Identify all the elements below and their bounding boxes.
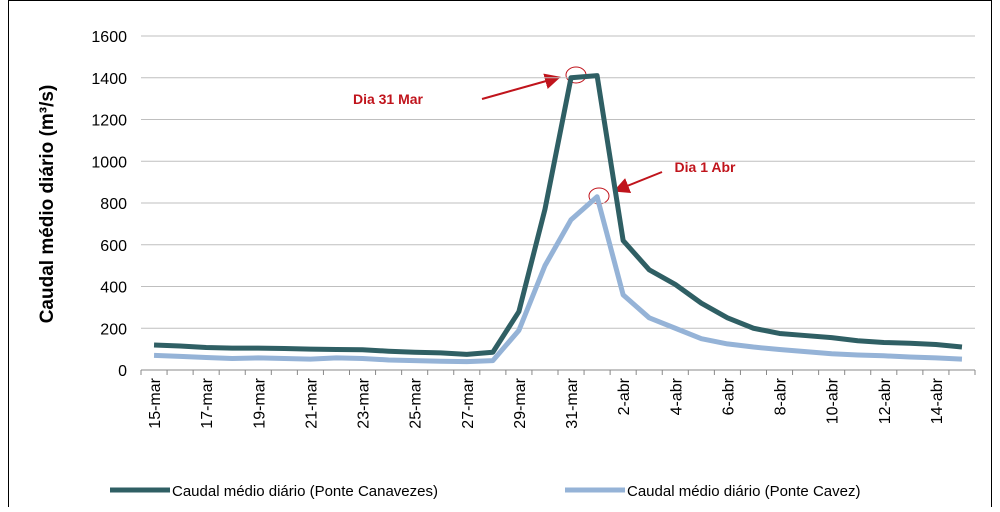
y-tick-label: 1000 xyxy=(91,154,127,171)
y-tick-label: 1200 xyxy=(91,113,127,130)
annotation-arrow xyxy=(481,73,561,100)
x-tick-label: 29-mar xyxy=(512,377,529,428)
y-tick-label: 800 xyxy=(100,196,127,213)
x-tick-label: 6-abr xyxy=(720,377,737,415)
x-tick-label: 4-abr xyxy=(668,377,685,415)
y-tick-label: 0 xyxy=(118,363,127,380)
x-tick-label: 25-mar xyxy=(408,377,425,428)
line-series xyxy=(153,73,963,357)
x-tick-label: 21-mar xyxy=(303,377,320,428)
legend-label: Caudal médio diário (Ponte Canavezes) xyxy=(172,483,438,500)
legend-label: Caudal médio diário (Ponte Cavez) xyxy=(627,483,860,500)
y-tick-label: 200 xyxy=(100,321,127,338)
y-tick-label: 1400 xyxy=(91,71,127,88)
annotation-arrow xyxy=(613,171,663,193)
x-tick-label: 14-abr xyxy=(929,377,946,424)
x-tick-label: 15-mar xyxy=(147,377,164,428)
chart-border xyxy=(8,0,992,512)
x-tick-label: 2-abr xyxy=(616,377,633,415)
y-tick-label: 1600 xyxy=(91,29,127,46)
x-tick-label: 31-mar xyxy=(564,377,581,428)
annotation: Dia 31 Mar xyxy=(353,91,424,107)
line-series xyxy=(153,194,963,365)
y-axis-title: Caudal médio diário (m³/s) xyxy=(37,85,58,324)
x-tick-label: 23-mar xyxy=(356,377,373,428)
x-tick-label: 8-abr xyxy=(773,377,790,415)
x-tick-label: 17-mar xyxy=(199,377,216,428)
x-tick-label: 19-mar xyxy=(251,377,268,428)
y-tick-label: 600 xyxy=(100,238,127,255)
x-tick-label: 10-abr xyxy=(825,377,842,424)
x-tick-label: 12-abr xyxy=(877,377,894,424)
y-tick-label: 400 xyxy=(100,280,127,297)
x-tick-label: 27-mar xyxy=(460,377,477,428)
annotation: Dia 1 Abr xyxy=(675,159,736,175)
